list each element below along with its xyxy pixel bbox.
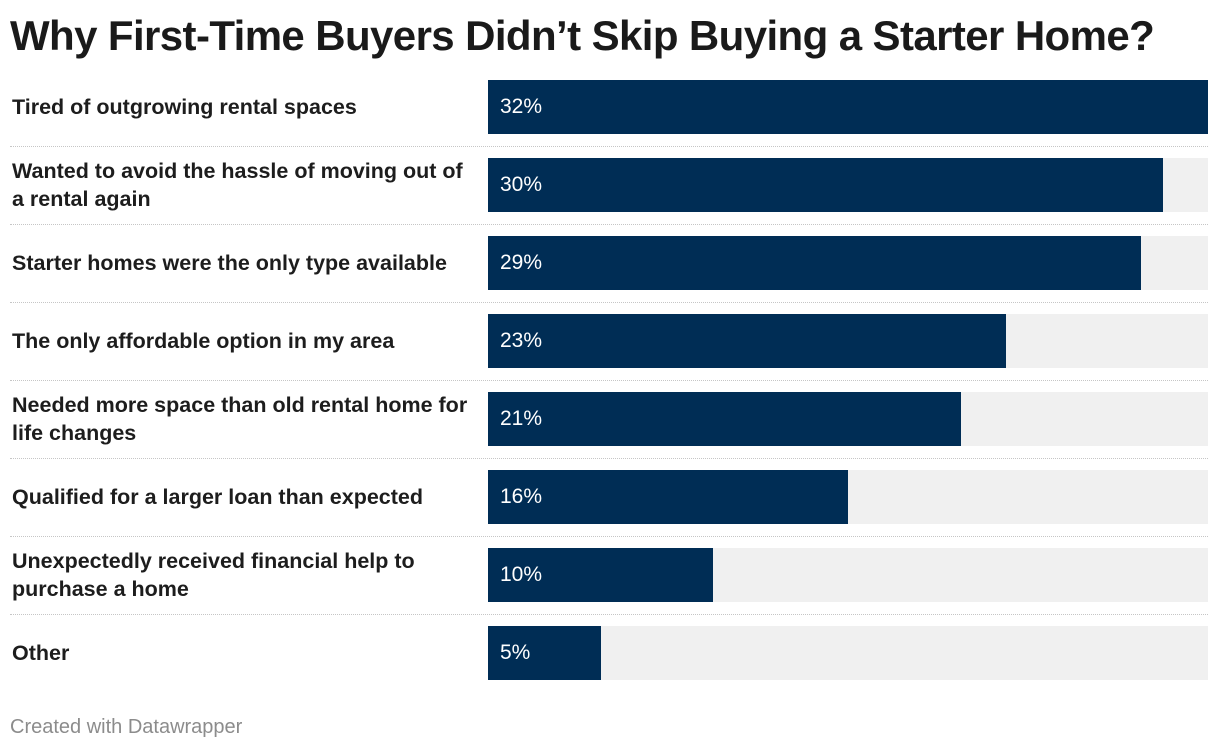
bar-track: 10% bbox=[488, 548, 1208, 602]
row-separator bbox=[10, 302, 1208, 303]
bar-track: 16% bbox=[488, 470, 1208, 524]
bar bbox=[488, 80, 1208, 134]
bar-row: Other 5% bbox=[0, 626, 1220, 680]
category-label: Starter homes were the only type availab… bbox=[12, 251, 447, 275]
category-label: Unexpectedly received financial help to … bbox=[12, 549, 415, 601]
value-label: 29% bbox=[500, 251, 543, 274]
bar-row: Tired of outgrowing rental spaces 32% bbox=[0, 80, 1220, 134]
bar-track: 5% bbox=[488, 626, 1208, 680]
bar bbox=[488, 470, 848, 524]
value-label: 10% bbox=[500, 563, 543, 586]
value-label: 16% bbox=[500, 485, 543, 508]
bar-track: 21% bbox=[488, 392, 1208, 446]
row-separator bbox=[10, 458, 1208, 459]
bar bbox=[488, 626, 601, 680]
footer-credit[interactable]: Created with Datawrapper bbox=[10, 716, 243, 738]
category-label: Tired of outgrowing rental spaces bbox=[12, 95, 357, 119]
bar-row: The only affordable option in my area 23% bbox=[0, 314, 1220, 368]
bar-track: 30% bbox=[488, 158, 1208, 212]
category-label: Other bbox=[12, 641, 70, 665]
bar-track: 29% bbox=[488, 236, 1208, 290]
row-separator bbox=[10, 146, 1208, 147]
bar bbox=[488, 548, 713, 602]
bar-row: Starter homes were the only type availab… bbox=[0, 236, 1220, 290]
bar-row: Unexpectedly received financial help to … bbox=[0, 548, 1220, 602]
bar-track: 23% bbox=[488, 314, 1208, 368]
category-label: Wanted to avoid the hassle of moving out… bbox=[12, 159, 463, 211]
bar-track: 32% bbox=[488, 80, 1208, 134]
bar bbox=[488, 314, 1006, 368]
value-label: 30% bbox=[500, 173, 543, 196]
category-label: Qualified for a larger loan than expecte… bbox=[12, 485, 423, 509]
bar bbox=[488, 392, 961, 446]
row-separator bbox=[10, 614, 1208, 615]
value-label: 32% bbox=[500, 95, 543, 118]
bar bbox=[488, 236, 1141, 290]
value-label: 21% bbox=[500, 407, 543, 430]
value-label: 5% bbox=[500, 641, 531, 664]
bar bbox=[488, 158, 1163, 212]
value-label: 23% bbox=[500, 329, 543, 352]
category-label: The only affordable option in my area bbox=[12, 329, 395, 353]
bar-row: Wanted to avoid the hassle of moving out… bbox=[0, 158, 1220, 212]
bar-row: Qualified for a larger loan than expecte… bbox=[0, 470, 1220, 524]
row-separator bbox=[10, 224, 1208, 225]
chart-title: Why First-Time Buyers Didn’t Skip Buying… bbox=[10, 12, 1155, 59]
row-separator bbox=[10, 380, 1208, 381]
category-label: Needed more space than old rental home f… bbox=[12, 393, 468, 445]
bar-row: Needed more space than old rental home f… bbox=[0, 392, 1220, 446]
row-separator bbox=[10, 536, 1208, 537]
